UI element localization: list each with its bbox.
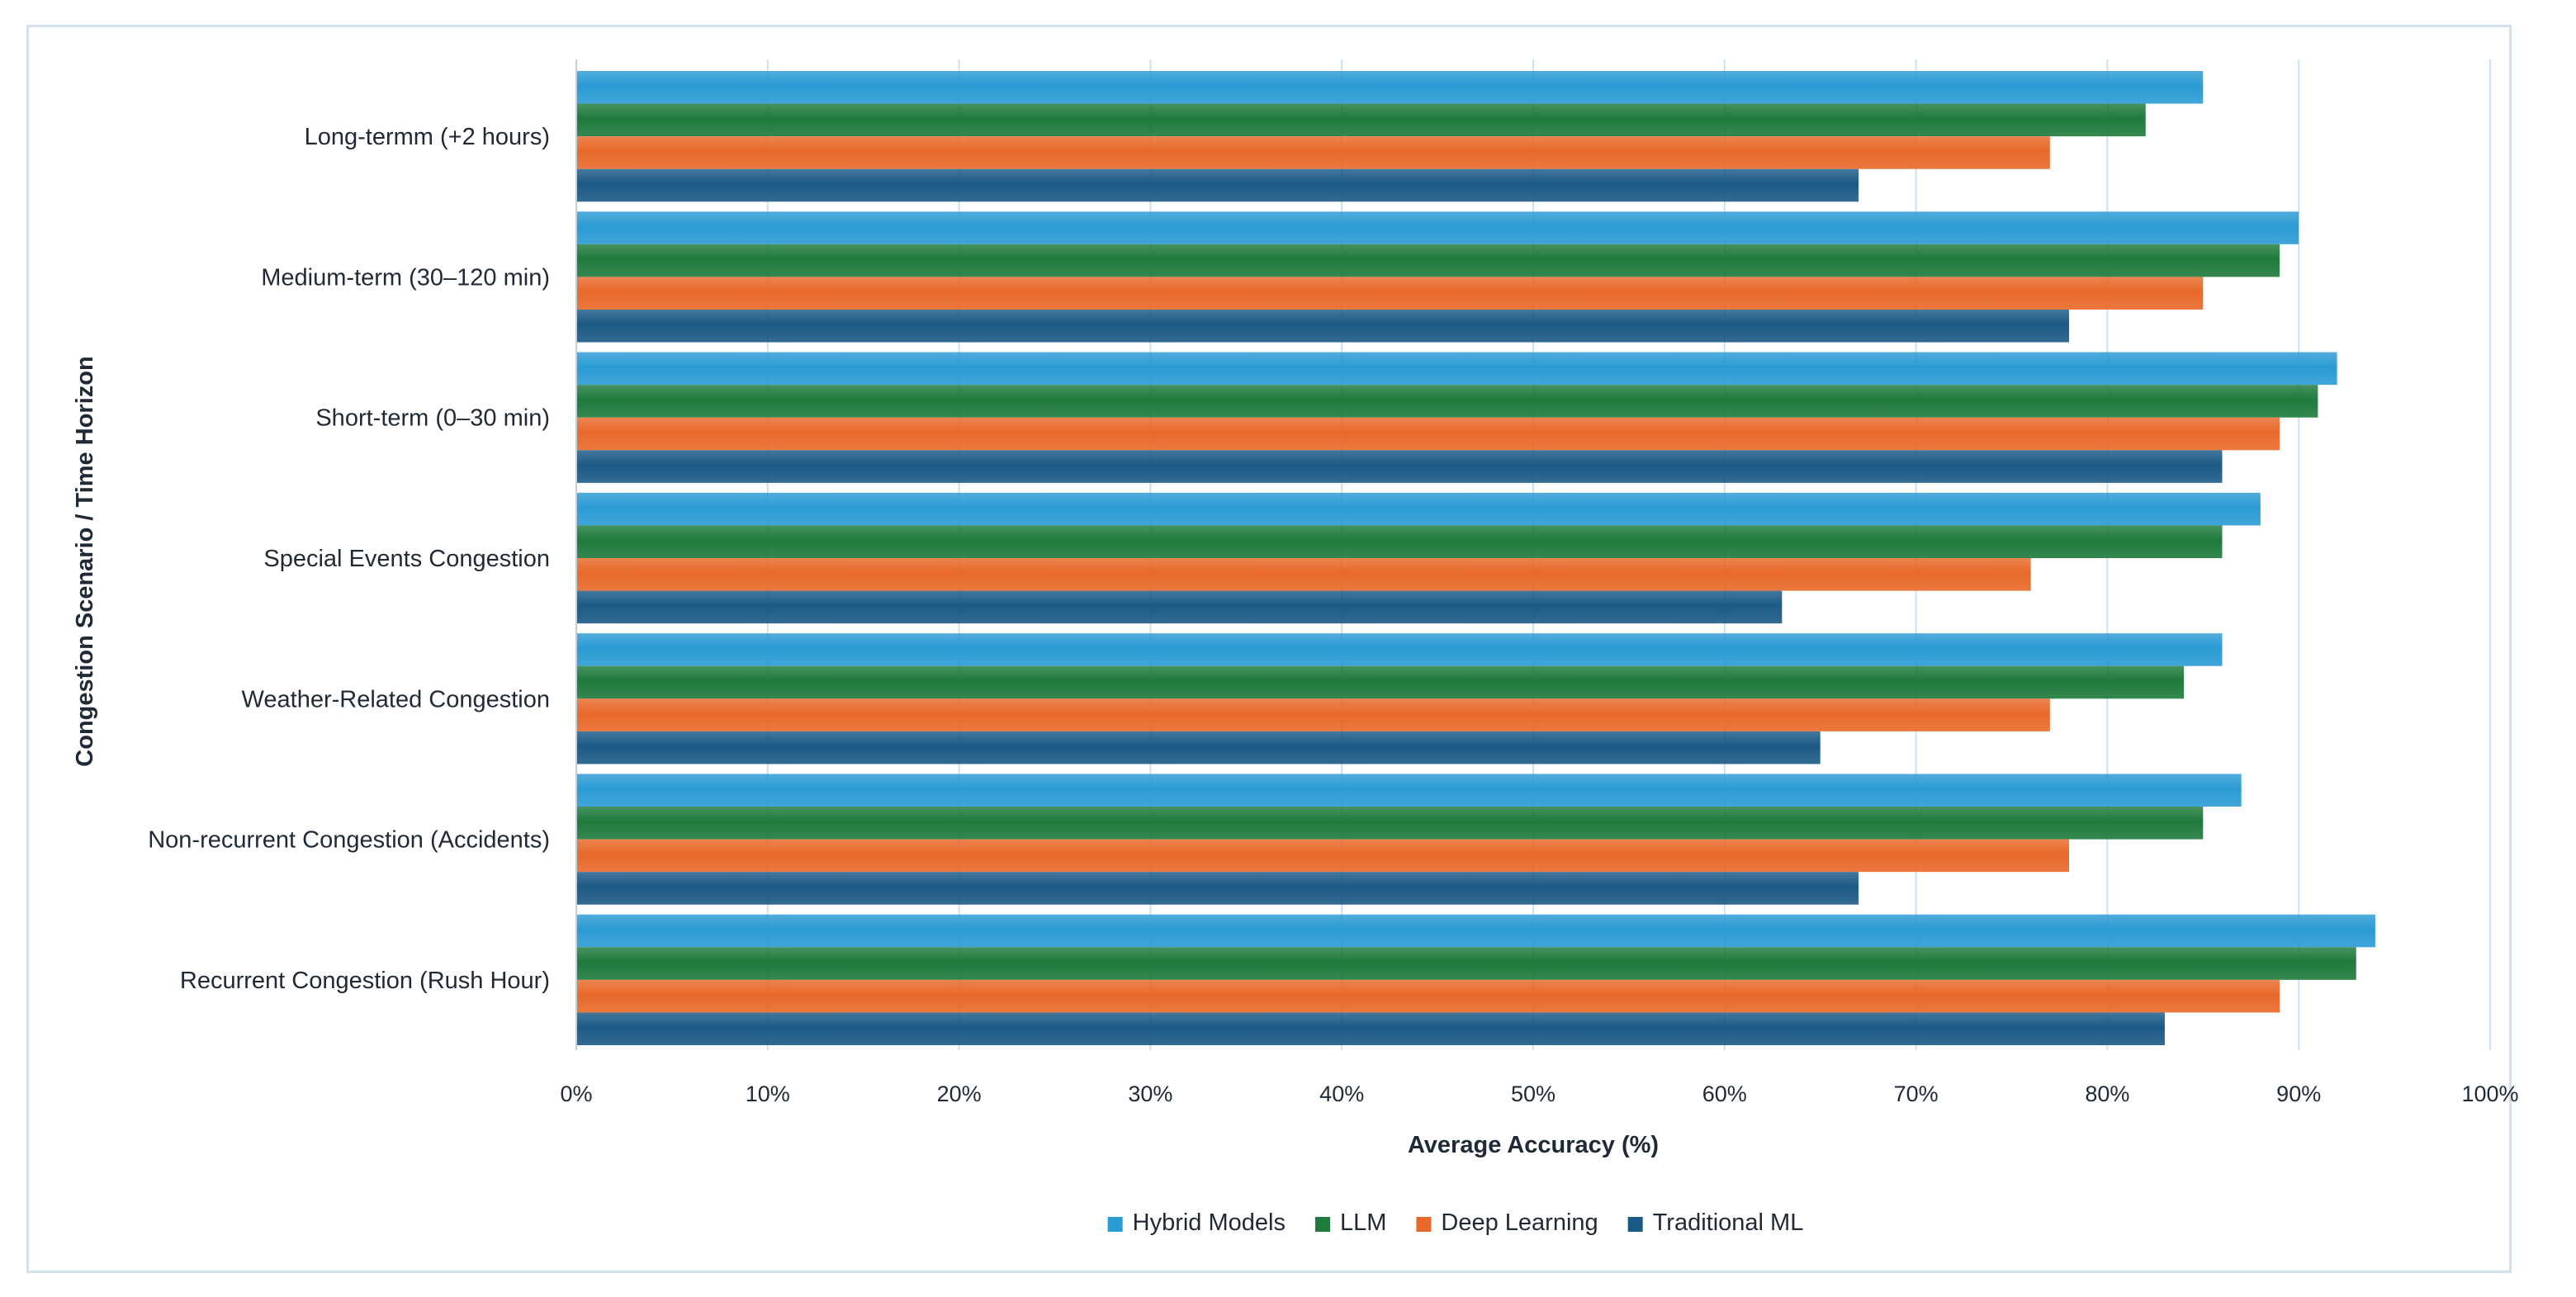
y-axis-title: Congestion Scenario / Time Horizon	[72, 356, 98, 766]
bars	[576, 71, 2375, 1045]
bar-traditional-ml-2	[576, 450, 2223, 483]
bar-llm-3	[576, 525, 2223, 558]
bar-deep-learning-3	[576, 558, 2031, 591]
category-label: Recurrent Congestion (Rush Hour)	[180, 968, 550, 994]
legend-label: LLM	[1340, 1209, 1386, 1236]
bar-deep-learning-2	[576, 417, 2280, 451]
bar-hybrid-models-6	[576, 914, 2375, 948]
x-tick-label: 90%	[2276, 1082, 2321, 1106]
category-label: Long-termm (+2 hours)	[305, 124, 550, 150]
legend: Hybrid Models LLM Deep Learning Traditional…	[1107, 1209, 1804, 1236]
category-label: Weather-Related Congestion	[242, 686, 550, 712]
x-tick-label: 60%	[1702, 1082, 1747, 1106]
bar-deep-learning-1	[576, 277, 2204, 310]
legend-label: Deep Learning	[1441, 1209, 1598, 1236]
x-tick-label: 80%	[2085, 1082, 2129, 1106]
bar-llm-5	[576, 807, 2204, 840]
bar-hybrid-models-5	[576, 774, 2242, 807]
bar-hybrid-models-0	[576, 71, 2204, 104]
bar-traditional-ml-0	[576, 168, 1859, 202]
bar-traditional-ml-3	[576, 590, 1783, 624]
x-tick-label: 20%	[937, 1082, 982, 1106]
labels: 0% 10% 20% 30% 40% 50% 60% 70% 80% 90% 100% Long-te…	[148, 124, 2518, 1106]
category-label: Medium-term (30–120 min)	[261, 264, 550, 291]
x-tick-label: 10%	[746, 1082, 790, 1106]
bar-hybrid-models-4	[576, 633, 2223, 666]
bar-llm-2	[576, 385, 2318, 418]
legend-label: Hybrid Models	[1133, 1209, 1286, 1236]
bar-deep-learning-5	[576, 839, 2070, 873]
legend-label: Traditional ML	[1653, 1209, 1804, 1236]
x-tick-label: 30%	[1128, 1082, 1172, 1106]
category-label: Non-recurrent Congestion (Accidents)	[148, 827, 550, 854]
x-tick-label: 40%	[1319, 1082, 1364, 1106]
bar-traditional-ml-4	[576, 731, 1821, 764]
category-label: Special Events Congestion	[263, 546, 550, 572]
x-tick-label: 0%	[560, 1082, 592, 1106]
bar-deep-learning-4	[576, 698, 2050, 731]
category-label: Short-term (0–30 min)	[315, 405, 550, 432]
legend-swatch	[1107, 1217, 1123, 1232]
bar-traditional-ml-1	[576, 310, 2070, 343]
legend-swatch	[1627, 1217, 1643, 1232]
bar-llm-0	[576, 103, 2146, 137]
bar-hybrid-models-3	[576, 492, 2261, 526]
bar-traditional-ml-6	[576, 1012, 2165, 1045]
x-tick-label: 100%	[2461, 1082, 2518, 1106]
bar-llm-6	[576, 947, 2356, 980]
x-tick-label: 50%	[1511, 1082, 1556, 1106]
bar-hybrid-models-1	[576, 211, 2299, 244]
bar-traditional-ml-5	[576, 872, 1859, 905]
bar-hybrid-models-2	[576, 352, 2337, 386]
x-tick-label: 70%	[1894, 1082, 1939, 1106]
x-axis-title: Average Accuracy (%)	[1408, 1132, 1659, 1158]
legend-swatch	[1314, 1217, 1330, 1232]
bar-llm-1	[576, 244, 2280, 277]
bar-deep-learning-6	[576, 979, 2280, 1013]
legend-swatch	[1416, 1217, 1432, 1232]
bar-deep-learning-0	[576, 136, 2050, 169]
bar-llm-4	[576, 665, 2185, 699]
